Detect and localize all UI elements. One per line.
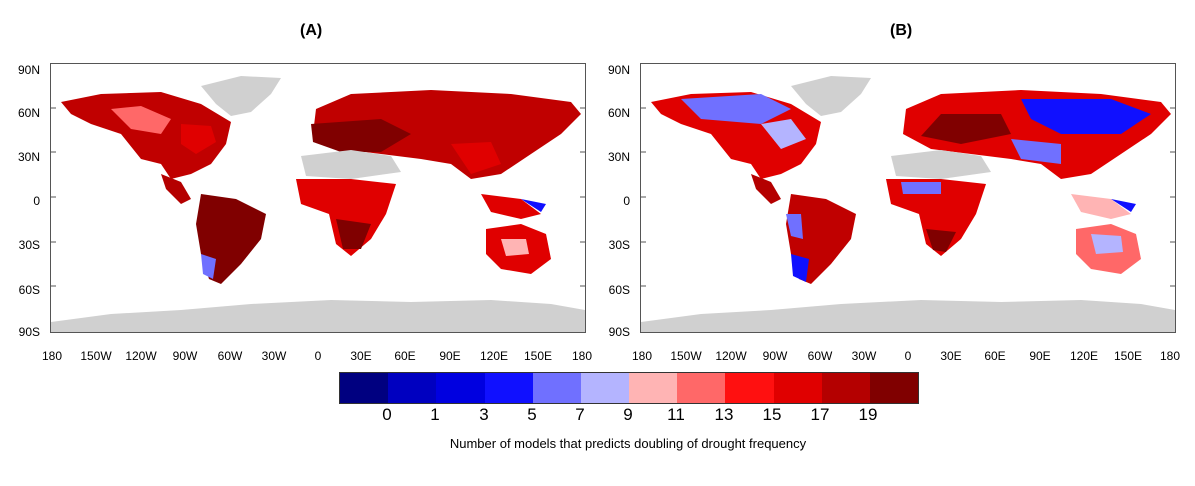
lon-label: 90W xyxy=(172,349,198,363)
panel-title-b: (B) xyxy=(890,22,913,39)
lon-label: 180 xyxy=(571,349,593,363)
colorbar-swatch xyxy=(725,373,774,403)
colorbar-swatch xyxy=(340,373,389,403)
map-a-svg xyxy=(51,76,585,332)
lon-label: 30E xyxy=(350,349,372,363)
lon-label: 150E xyxy=(523,349,553,363)
map-panel-b xyxy=(640,63,1176,333)
lon-label: 30W xyxy=(261,349,287,363)
lat-label: 30N xyxy=(17,150,40,164)
lat-label: 60N xyxy=(17,106,40,120)
north-america xyxy=(61,92,231,179)
colorbar-tick-label: 3 xyxy=(479,405,489,424)
lon-label: 60W xyxy=(807,349,833,363)
lat-label: 30S xyxy=(608,238,630,252)
colorbar-tick-label: 17 xyxy=(810,405,830,424)
lat-label: 90N xyxy=(607,63,630,77)
colorbar-tick-label: 15 xyxy=(762,405,782,424)
lon-label: 150W xyxy=(670,349,702,363)
lon-label: 180 xyxy=(631,349,653,363)
greenland xyxy=(201,76,281,116)
lon-label: 120E xyxy=(479,349,509,363)
lon-label: 150W xyxy=(80,349,112,363)
colorbar-swatch xyxy=(773,373,822,403)
lat-label: 60S xyxy=(608,283,630,297)
colorbar-tick-label: 1 xyxy=(430,405,440,424)
colorbar-swatch xyxy=(436,373,485,403)
lat-label: 30S xyxy=(18,238,40,252)
lon-label: 120E xyxy=(1069,349,1099,363)
colorbar xyxy=(339,372,919,404)
map-b-svg xyxy=(641,76,1175,332)
lat-label: 90S xyxy=(18,325,40,339)
lon-label: 30W xyxy=(851,349,877,363)
lon-label: 60W xyxy=(217,349,243,363)
lon-label: 90E xyxy=(439,349,461,363)
map-panel-a xyxy=(50,63,586,333)
colorbar-tick-label: 19 xyxy=(858,405,878,424)
colorbar-swatch xyxy=(677,373,726,403)
africa xyxy=(886,179,986,256)
colorbar-tick-label: 0 xyxy=(382,405,392,424)
colorbar-swatch xyxy=(388,373,437,403)
colorbar-tick-label: 11 xyxy=(667,405,685,424)
lat-label: 0 xyxy=(623,194,630,208)
colorbar-swatch xyxy=(532,373,581,403)
lat-label: 0 xyxy=(33,194,40,208)
colorbar-swatch xyxy=(869,373,919,403)
lat-label: 90S xyxy=(608,325,630,339)
lon-label: 180 xyxy=(41,349,63,363)
lon-label: 120W xyxy=(125,349,157,363)
lon-label: 150E xyxy=(1113,349,1143,363)
lon-label: 180 xyxy=(1159,349,1181,363)
lon-label: 60E xyxy=(984,349,1006,363)
colorbar-caption: Number of models that predicts doubling … xyxy=(449,436,807,451)
lon-label: 120W xyxy=(715,349,747,363)
lon-label: 30E xyxy=(940,349,962,363)
eurasia xyxy=(313,90,581,179)
colorbar-tick-label: 9 xyxy=(623,405,633,424)
lat-label: 30N xyxy=(607,150,630,164)
lat-label: 60S xyxy=(18,283,40,297)
lon-label: 60E xyxy=(394,349,416,363)
colorbar-swatch xyxy=(484,373,533,403)
panel-title-a: (A) xyxy=(300,22,323,39)
colorbar-swatch xyxy=(629,373,678,403)
antarctica xyxy=(51,300,585,332)
antarctica xyxy=(641,300,1175,332)
colorbar-tick-label: 7 xyxy=(575,405,585,424)
colorbar-tick-label: 13 xyxy=(714,405,734,424)
colorbar-swatch xyxy=(821,373,870,403)
greenland xyxy=(791,76,871,116)
lon-label: 90W xyxy=(762,349,788,363)
africa xyxy=(296,179,396,256)
lat-label: 90N xyxy=(17,63,40,77)
colorbar-swatch xyxy=(580,373,630,403)
lon-label: 0 xyxy=(904,349,912,363)
colorbar-tick-label: 5 xyxy=(527,405,537,424)
lon-label: 0 xyxy=(314,349,322,363)
lat-label: 60N xyxy=(607,106,630,120)
lon-label: 90E xyxy=(1029,349,1051,363)
